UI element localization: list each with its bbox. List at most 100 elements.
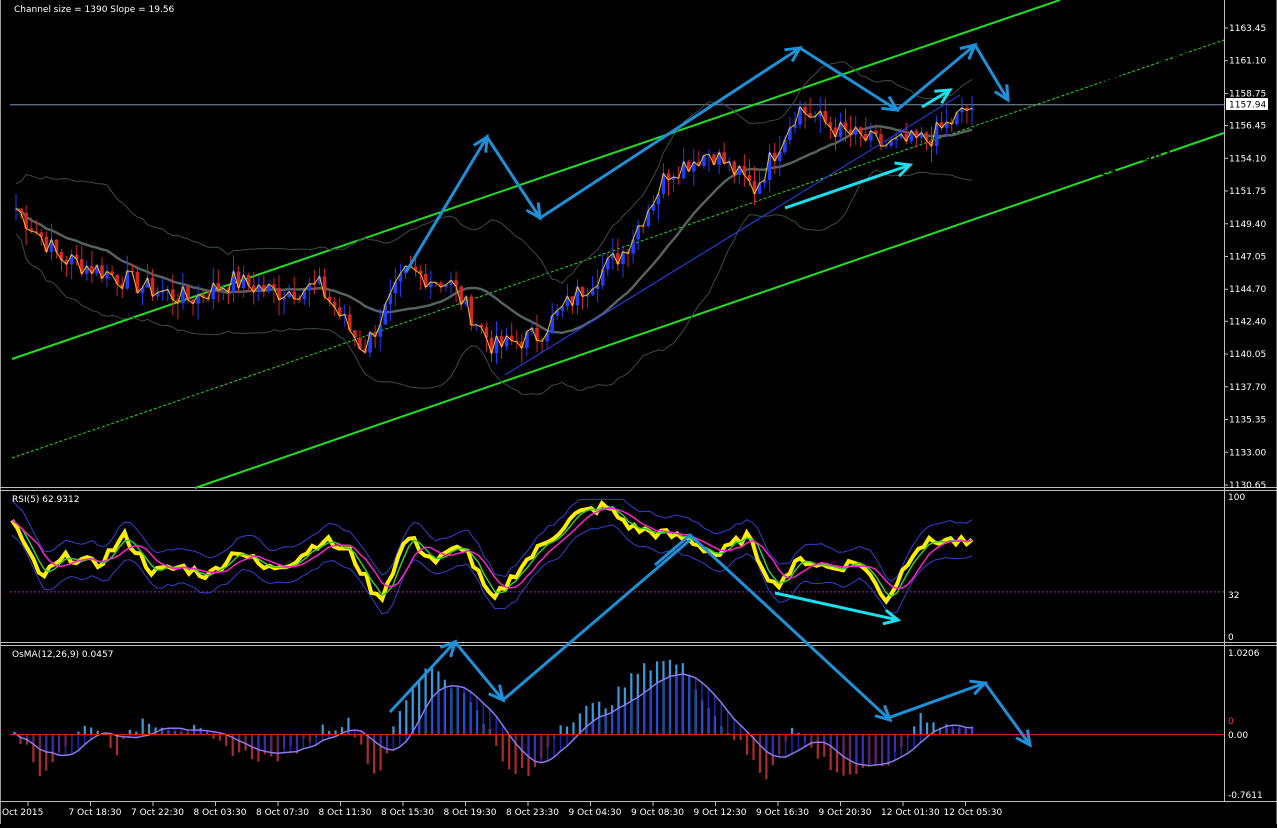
osma-bar (379, 734, 382, 771)
pivot-levels-list: R3 = 1185.38 M5 = 1178.93 R2 = 1172.49 M… (1100, 11, 1191, 262)
macd-bar (495, 716, 498, 735)
macd-bar (604, 715, 607, 735)
macd-bar (231, 734, 234, 738)
osma-bar (366, 734, 369, 764)
osma-bar (797, 732, 800, 735)
candle-body (256, 285, 261, 293)
candle-body (904, 133, 909, 142)
candle-body (358, 337, 362, 350)
price-tick-label: 1142.40 (1229, 317, 1266, 327)
macd-bar (945, 726, 948, 735)
macd-bar (296, 734, 298, 752)
time-tick-label: 9 Oct 08:30 (631, 808, 684, 818)
pivot-s2: S2 = 1130.21 (1100, 206, 1189, 223)
candle-body (504, 335, 509, 347)
time-tick-label: 9 Oct 04:30 (569, 808, 622, 818)
candle-body (105, 271, 109, 279)
candle-body (747, 175, 752, 182)
candle-body (221, 288, 226, 291)
osma-bar (321, 724, 324, 735)
candle-body (388, 293, 393, 305)
candle-body (469, 296, 474, 326)
osma-bar (154, 727, 157, 735)
price-tick-label: 1151.75 (1229, 187, 1266, 197)
pivot-r2: R2 = 1172.49 (1100, 50, 1190, 67)
osma-bar (38, 734, 41, 777)
macd-bar (739, 725, 742, 735)
osma-bar (572, 722, 575, 735)
macd-bar (900, 734, 903, 758)
candle-body (919, 132, 924, 138)
macd-bar (463, 687, 465, 735)
osma-bar (739, 734, 742, 740)
current-price-tag: 1157.94 (1229, 101, 1266, 111)
arrow-head (1015, 729, 1032, 748)
macd-bar (894, 734, 896, 761)
candle-body (464, 296, 468, 305)
candle-body (262, 285, 266, 291)
macd-bar (855, 734, 858, 764)
pivot-r1: R1 = 1164.24 (1100, 89, 1190, 106)
candle-body (64, 259, 69, 265)
macd-bar (617, 708, 620, 735)
candle-body (373, 332, 377, 337)
macd-bar (797, 734, 800, 751)
candle-body (348, 314, 352, 331)
candle-body (277, 287, 281, 300)
macd-bar (726, 711, 729, 735)
macd-bar (212, 731, 215, 735)
macd-bar (64, 734, 67, 756)
osma-bar (790, 727, 794, 735)
macd-bar (823, 734, 825, 743)
pivot-m0: M0 = 1126.09 (1100, 226, 1191, 243)
macd-bar (656, 682, 658, 735)
candle-body (171, 289, 175, 300)
pivot-m2: M2 = 1147.22 (1100, 148, 1191, 165)
candle-body (246, 274, 251, 286)
rsi-panel[interactable] (10, 498, 1224, 722)
macd-bar (83, 734, 86, 745)
osma-bar (360, 734, 363, 745)
candle-body (439, 282, 443, 288)
macd-bar (836, 734, 838, 752)
osma-bar (932, 722, 935, 735)
candle-body (580, 286, 585, 297)
candle-body (302, 290, 307, 300)
candle-body (322, 276, 327, 297)
main-price-panel[interactable] (10, 0, 1225, 489)
macd-bar (636, 697, 639, 735)
osma-bar (816, 734, 819, 759)
macd-bar (752, 734, 755, 738)
osma-bar (495, 734, 498, 746)
candle-body (732, 161, 737, 175)
candle-body (317, 276, 322, 284)
osma-bar (328, 731, 331, 735)
candle-body (236, 271, 241, 289)
candle-body (843, 122, 848, 130)
macd-bar (263, 734, 266, 752)
pivot-m3: M3 = 1157.79 (1100, 109, 1191, 126)
macd-bar (456, 686, 459, 735)
macd-bar (919, 734, 922, 743)
macd-bar (161, 729, 163, 735)
candle-body (590, 289, 595, 295)
osma-panel[interactable] (10, 538, 1224, 780)
macd-bar (881, 734, 883, 765)
time-tick-label: 8 Oct 23:30 (506, 808, 559, 818)
candle-body (337, 307, 342, 317)
candle-body (808, 113, 812, 118)
pivot-m1: M1 = 1136.65 (1100, 187, 1191, 204)
candle-body (697, 161, 701, 166)
macd-bar (206, 730, 208, 735)
pivot-m4: M4 = 1168.36 (1100, 70, 1191, 87)
osma-bar (585, 705, 588, 735)
macd-bar (186, 729, 189, 735)
macd-bar (527, 734, 530, 757)
price-tick-label: 1156.45 (1229, 122, 1266, 132)
candle-body (85, 266, 89, 274)
osma-bar (96, 730, 99, 735)
pivot-p: P = 1151.35 (1100, 128, 1180, 145)
candle-body (616, 253, 620, 265)
candle-body (606, 258, 610, 270)
